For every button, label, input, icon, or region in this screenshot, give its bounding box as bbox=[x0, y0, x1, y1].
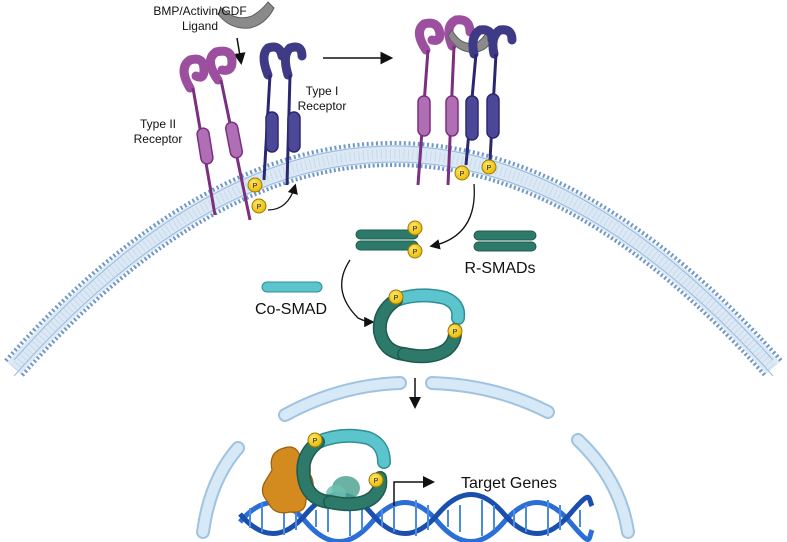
type-i-receptor-right bbox=[464, 25, 517, 166]
phosphate-label: P bbox=[460, 171, 465, 178]
phosphorylated-r-smad: P P bbox=[355, 220, 423, 259]
complex-formation-arrow bbox=[341, 259, 375, 328]
phosphate-label: P bbox=[394, 295, 399, 302]
type-i-label-line2: Receptor bbox=[298, 99, 347, 113]
type-i-label-line1: Type I bbox=[306, 84, 339, 98]
phosphate-label: P bbox=[253, 183, 258, 190]
r-smad-phosphorylation-arrow bbox=[429, 183, 475, 250]
phosphate-label: P bbox=[413, 226, 418, 233]
phosphate-label: P bbox=[257, 204, 262, 211]
target-genes-label: Target Genes bbox=[461, 475, 557, 492]
phosphate-label: P bbox=[313, 438, 318, 445]
phosphate-label: P bbox=[487, 165, 492, 172]
type-ii-label-line1: Type II bbox=[140, 117, 176, 131]
transcription-arrow bbox=[393, 476, 435, 506]
phosphate-right-1: P bbox=[454, 165, 470, 181]
phosphate-left-1: P bbox=[247, 177, 263, 193]
ligand-icon bbox=[217, 1, 275, 29]
ligand-label-line2: Ligand bbox=[182, 19, 218, 33]
phosphorylation-arrow bbox=[267, 183, 298, 211]
phosphate-left-2: P bbox=[251, 198, 267, 214]
type-ii-receptor-right bbox=[415, 15, 475, 186]
r-smad bbox=[473, 230, 537, 252]
ligand-label-line1: BMP/Activin/GDF bbox=[153, 4, 246, 18]
type-ii-receptor-left bbox=[179, 46, 252, 221]
nuclear-envelope bbox=[196, 376, 635, 539]
cell-membrane bbox=[4, 141, 783, 377]
phosphate-right-2: P bbox=[481, 159, 497, 175]
phosphate-label: P bbox=[413, 249, 418, 256]
ligand-arrow bbox=[233, 37, 246, 65]
nuclear-smad-complex: P P bbox=[296, 428, 391, 512]
r-smads-label: R-SMADs bbox=[464, 260, 535, 277]
phosphate-label: P bbox=[453, 329, 458, 336]
type-i-receptor-left bbox=[259, 42, 307, 186]
dna-helix bbox=[238, 492, 595, 542]
phosphate-label: P bbox=[374, 478, 379, 485]
co-smad bbox=[261, 281, 323, 293]
co-smad-label: Co-SMAD bbox=[255, 301, 327, 318]
smad-complex: P P bbox=[372, 288, 466, 364]
type-ii-label-line2: Receptor bbox=[134, 132, 183, 146]
